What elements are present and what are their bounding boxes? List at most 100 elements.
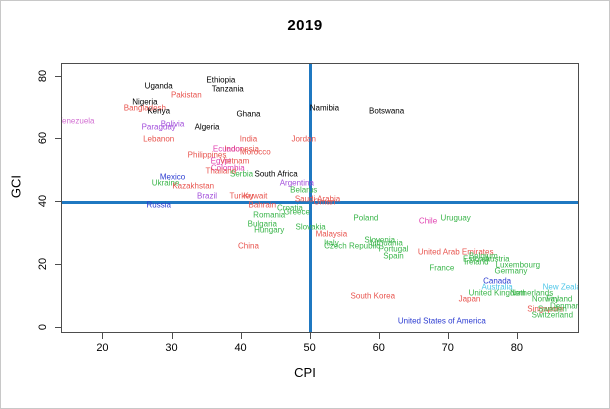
x-axis-tick — [447, 333, 449, 339]
data-point-label: Colombia — [210, 163, 245, 173]
x-axis-tick-label: 20 — [96, 342, 109, 354]
y-axis-tick — [55, 75, 61, 77]
data-point-label: Mexico — [159, 172, 186, 182]
data-point-label: France — [429, 263, 455, 273]
data-point-label: Argentina — [279, 178, 314, 188]
data-point-label: Bolivia — [160, 119, 185, 129]
x-axis-tick — [309, 333, 311, 339]
data-point-label: Slovenia — [364, 235, 396, 245]
x-axis-tick — [378, 333, 380, 339]
x-axis-tick — [240, 333, 242, 339]
data-point-label: Australia — [481, 282, 513, 292]
data-point-label: Jordan — [291, 134, 316, 144]
data-point-label: South Korea — [350, 291, 396, 301]
data-point-label: Ethiopia — [206, 75, 236, 85]
horizontal-reference-line — [62, 200, 578, 204]
data-point-label: Japan — [458, 294, 481, 304]
x-axis-tick-label: 50 — [303, 342, 316, 354]
x-axis-tick-label: 30 — [165, 342, 178, 354]
y-axis-tick — [55, 201, 61, 203]
data-point-label: Uganda — [144, 81, 173, 91]
y-axis-tick-label: 60 — [37, 132, 49, 145]
data-point-label: Russia — [146, 200, 171, 210]
data-point-label: Belgium — [468, 251, 498, 260]
data-point-label: Ukraine — [151, 178, 180, 188]
data-point-label: India — [239, 134, 258, 144]
x-axis-tick-label: 60 — [372, 342, 385, 354]
x-axis-tick — [516, 333, 518, 339]
data-point-label: Ghana — [236, 109, 261, 119]
x-axis-tick-label: 70 — [441, 342, 454, 354]
data-point-label: Ireland — [464, 257, 489, 267]
data-point-label: Finland — [546, 294, 573, 304]
data-point-label: Canada — [483, 276, 512, 286]
data-point-label: Paraguay — [141, 122, 176, 132]
data-point-label: Saudi Arabia — [294, 194, 341, 204]
data-point-label: Portugal — [378, 244, 409, 254]
data-point-label: Kuwait — [243, 191, 268, 201]
data-point-label: United Arab Emirates — [417, 247, 494, 257]
data-point-label: United Kingdom — [468, 288, 526, 298]
data-point-label: Tanzania — [211, 84, 244, 94]
data-point-label: Malaysia — [315, 229, 348, 239]
data-point-label: Brazil — [197, 191, 218, 201]
data-point-label: Lithuania — [370, 238, 403, 248]
data-point-label: New Zealand — [542, 282, 578, 292]
data-point-label: Singapore — [527, 304, 564, 314]
data-point-label: Czech Republic — [324, 241, 381, 251]
y-axis-tick — [55, 326, 61, 328]
data-point-label: Venezuela — [62, 116, 95, 125]
data-point-label: Chile — [418, 216, 438, 226]
data-point-label: Croatia — [277, 203, 303, 213]
data-point-label: Philippines — [187, 150, 227, 160]
data-point-label: Vietnam — [220, 156, 250, 166]
data-point-label: Norway — [531, 294, 560, 304]
data-point-label: Morocco — [240, 147, 271, 157]
x-axis-tick-label: 40 — [234, 342, 247, 354]
data-point-label: Kazakhstan — [172, 181, 215, 191]
data-point-label: Switzerland — [531, 310, 574, 320]
data-point-label: Thailand — [205, 166, 237, 176]
data-point-label: Luxembourg — [495, 260, 541, 270]
vertical-reference-line — [309, 64, 313, 332]
chart-title: 2019 — [287, 17, 323, 34]
data-point-label: Indonesia — [224, 144, 259, 154]
data-point-label: Oman — [313, 197, 336, 207]
y-axis-tick — [55, 263, 61, 265]
data-point-label: Bahrain — [248, 200, 277, 210]
data-point-label: Uruguay — [440, 213, 471, 223]
data-point-label: Italy — [324, 238, 339, 248]
data-point-label: South Africa — [254, 169, 298, 179]
data-point-label: Bangladesh — [123, 103, 167, 113]
data-point-label: Belarus — [290, 185, 318, 195]
x-axis-tick — [171, 333, 173, 339]
y-axis-tick-label: 20 — [37, 257, 49, 271]
data-point-label: Kenya — [147, 106, 171, 116]
data-point-label: Algeria — [194, 122, 220, 132]
data-point-label: Slovakia — [295, 222, 326, 232]
data-point-label: Germany — [494, 266, 528, 276]
data-point-label: Austria — [484, 254, 510, 264]
y-axis-tick-label: 80 — [37, 69, 49, 82]
data-point-label: Spain — [383, 251, 404, 260]
data-point-label: Estonia — [463, 254, 490, 264]
data-point-label: Turkey — [229, 191, 254, 201]
data-point-label: Lebanon — [143, 134, 175, 144]
data-point-label: Botswana — [369, 106, 405, 116]
y-axis-label: GCI — [8, 174, 24, 199]
y-axis-tick-label: 0 — [37, 323, 49, 330]
data-point-label: Namibia — [309, 103, 340, 113]
data-point-label: Poland — [353, 213, 379, 223]
data-point-label: United States of America — [397, 316, 486, 326]
data-point-label: Denmark — [549, 301, 579, 311]
data-point-label: Bulgaria — [247, 219, 277, 229]
data-point-label: Ecuador — [212, 144, 243, 154]
data-point-label: Greece — [283, 207, 310, 217]
data-point-label: Netherlands — [510, 288, 554, 298]
y-axis-tick — [55, 138, 61, 140]
data-point-label: Pakistan — [170, 90, 202, 100]
x-axis-tick-label: 80 — [510, 342, 523, 354]
x-axis-tick — [102, 333, 104, 339]
